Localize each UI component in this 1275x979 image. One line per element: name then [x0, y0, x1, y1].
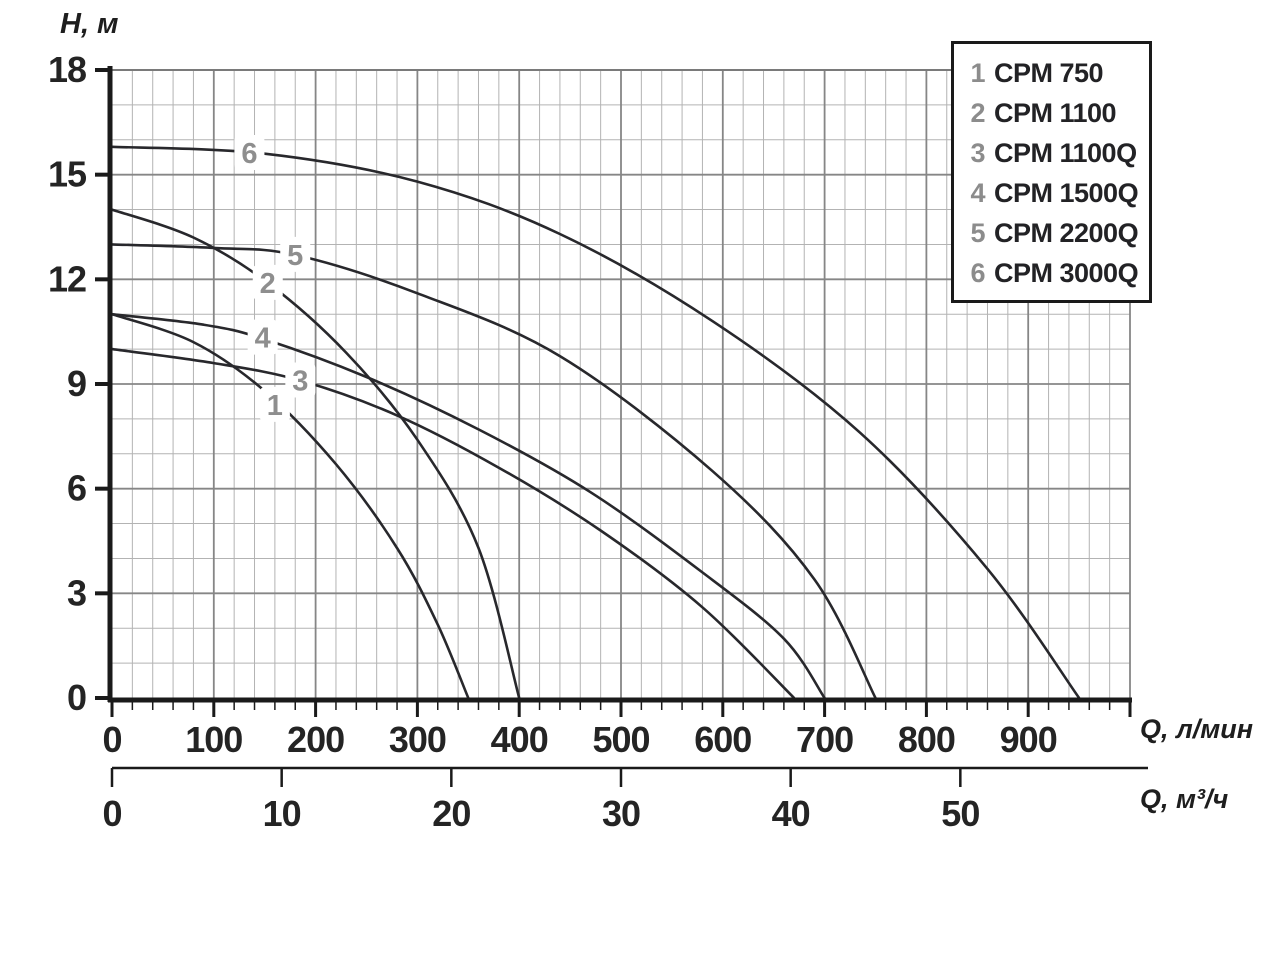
legend-item-cpm-1100: 2 CPM 1100: [965, 93, 1149, 133]
x-tick-label-lmin: 200: [287, 719, 344, 760]
curve-2: [110, 208, 521, 700]
curve-number-6: 6: [241, 138, 257, 170]
curve-label-halo-1: [259, 386, 290, 422]
x-tick-label-lmin: 700: [796, 719, 853, 760]
y-tick-label: 12: [48, 258, 86, 299]
curve-4: [110, 312, 826, 700]
legend-curve-label: CPM 750: [994, 57, 1104, 88]
legend-curve-number: 3: [970, 137, 985, 168]
curve-number-2: 2: [260, 268, 276, 300]
legend-curve-number: 4: [970, 177, 985, 208]
legend-box: 1 CPM 750 2 CPM 1100 3 CPM 1100Q 4 CPM 1…: [951, 41, 1152, 303]
x-tick-label-m3h: 50: [941, 793, 979, 834]
legend-curve-number: 6: [970, 257, 985, 288]
curve-number-5: 5: [287, 240, 303, 272]
x-axis-unit-lmin: Q, л/мин: [1140, 714, 1254, 744]
x-tick-label-m3h: 10: [263, 793, 301, 834]
curve-number-1: 1: [267, 390, 283, 422]
legend-item-cpm-750: 1 CPM 750: [965, 53, 1149, 93]
legend-curve-number: 2: [970, 97, 985, 128]
x-tick-label-lmin: 100: [185, 719, 242, 760]
legend-curve-number: 1: [970, 57, 985, 88]
x-tick-label-m3h: 0: [102, 793, 121, 834]
y-tick-label: 0: [67, 677, 86, 718]
legend-curve-label: CPM 1500Q: [994, 177, 1139, 208]
y-tick-label: 9: [67, 363, 86, 404]
curve-1: [110, 312, 470, 700]
legend-curve-label: CPM 1100Q: [994, 137, 1137, 168]
x-tick-label-lmin: 900: [1000, 719, 1057, 760]
legend-item-cpm-1100q: 3 CPM 1100Q: [965, 133, 1149, 173]
curve-label-halo-3: [285, 362, 316, 398]
curve-label-halo-5: [280, 236, 311, 272]
curve-label-halo-4: [247, 319, 278, 355]
x-tick-label-lmin: 600: [694, 719, 751, 760]
x-tick-label-lmin: 0: [102, 719, 121, 760]
x-tick-label-lmin: 800: [898, 719, 955, 760]
curve-6: [110, 145, 1081, 700]
secondary-axis: 0 10 20 30 40 50: [102, 766, 1148, 834]
x-tick-label-lmin: 300: [389, 719, 446, 760]
x-tick-label-lmin: 400: [491, 719, 548, 760]
curve-number-3: 3: [292, 366, 308, 398]
legend-item-cpm-1500q: 4 CPM 1500Q: [965, 173, 1149, 213]
curve-number-4: 4: [255, 323, 271, 355]
y-tick-label: 15: [48, 154, 87, 195]
x-tick-label-m3h: 20: [432, 793, 470, 834]
legend-curve-label: CPM 1100: [994, 97, 1117, 128]
y-tick-label: 6: [67, 468, 86, 509]
x-axis-unit-m3h: Q, м³/ч: [1140, 784, 1229, 814]
x-tick-label-lmin: 500: [592, 719, 649, 760]
y-tick-label: 18: [48, 49, 86, 90]
legend-curve-number: 5: [970, 217, 985, 248]
curves: [110, 145, 1081, 700]
legend-curve-label: CPM 2200Q: [994, 217, 1139, 248]
curve-3: [110, 347, 796, 700]
legend-item-cpm-3000q: 6 CPM 3000Q: [965, 253, 1149, 293]
y-axis-title: H, м: [60, 8, 119, 40]
curve-labels: 1 2 34 5 6: [234, 135, 316, 422]
x-tick-label-m3h: 40: [772, 793, 810, 834]
legend-curve-label: CPM 3000Q: [994, 257, 1139, 288]
curve-label-halo-2: [252, 264, 283, 300]
curve-5: [110, 243, 877, 700]
y-tick-label: 3: [67, 572, 86, 613]
curve-label-halo-6: [234, 135, 265, 171]
x-tick-label-m3h: 30: [602, 793, 640, 834]
legend-item-cpm-2200q: 5 CPM 2200Q: [965, 213, 1149, 253]
